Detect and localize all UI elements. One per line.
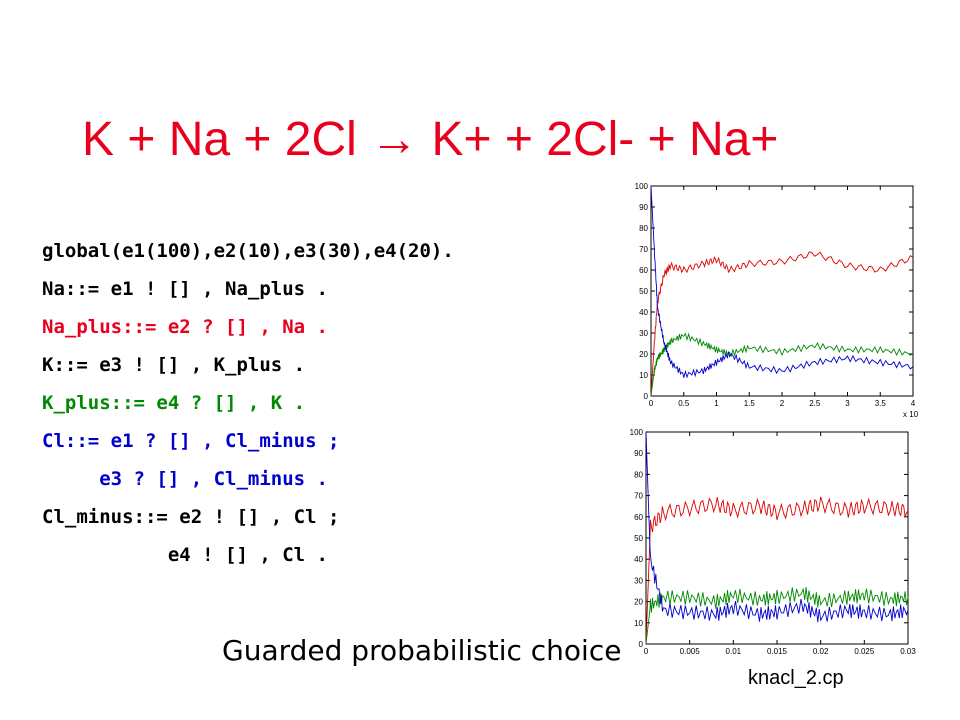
x-tick-label: 2.5: [809, 399, 821, 408]
series-line: [645, 587, 909, 645]
x-tick-label: 0: [649, 399, 654, 408]
series-line: [650, 251, 914, 397]
y-tick-label: 10: [639, 371, 648, 380]
code-line: e3 ? [] , Cl_minus .: [42, 468, 328, 490]
series-line: [645, 496, 909, 645]
code-line: Na_plus::= e2 ? [] , Na .: [42, 316, 328, 338]
code-line: Na::= e1 ! [] , Na_plus .: [42, 278, 328, 300]
x-tick-label: 4: [911, 399, 916, 408]
x-tick-label: 1.5: [744, 399, 756, 408]
code-line: K::= e3 ! [] , K_plus .: [42, 354, 306, 376]
x-exponent-label: x 10: [903, 410, 919, 419]
y-tick-label: 70: [634, 492, 643, 501]
x-tick-label: 0.01: [726, 647, 742, 656]
y-tick-label: 90: [639, 203, 648, 212]
x-tick-label: 0.5: [678, 399, 690, 408]
series-line: [650, 332, 914, 397]
filename-label: knacl_2.cp: [748, 667, 844, 689]
y-tick-label: 40: [639, 308, 648, 317]
caption: Guarded probabilistic choice: [222, 634, 622, 667]
y-tick-label: 60: [639, 266, 648, 275]
y-tick-label: 10: [634, 619, 643, 628]
y-tick-label: 100: [630, 428, 644, 437]
series-line: [650, 185, 914, 379]
y-tick-label: 20: [639, 350, 648, 359]
code-line: Cl_minus::= e2 ! [] , Cl ;: [42, 506, 340, 528]
y-tick-label: 30: [639, 329, 648, 338]
y-tick-label: 90: [634, 449, 643, 458]
code-line: e4 ! [] , Cl .: [42, 544, 328, 566]
y-tick-label: 80: [634, 470, 643, 479]
title-reactants: K + Na + 2Cl: [82, 113, 357, 166]
chart-bottom: 0 10 20 30 40 50 60 70 80 90 100 0 0.005 0.01 0.015 0.0…: [630, 428, 917, 656]
arrow-icon: →: [370, 113, 419, 166]
x-tick-label: 0.02: [813, 647, 829, 656]
series-line: [645, 431, 909, 623]
y-tick-label: 20: [634, 598, 643, 607]
y-tick-label: 40: [634, 555, 643, 564]
title-products: K+ + 2Cl- + Na+: [431, 113, 779, 166]
x-tick-label: 0.015: [767, 647, 788, 656]
x-tick-label: 3.5: [875, 399, 887, 408]
y-tick-label: 100: [635, 182, 649, 191]
y-tick-label: 50: [639, 287, 648, 296]
plot-frame: [650, 185, 914, 397]
slide-title: K + Na + 2Cl → K+ + 2Cl- + Na+: [82, 112, 778, 167]
code-line: global(e1(100),e2(10),e3(30),e4(20).: [42, 240, 454, 262]
x-tick-label: 0.03: [900, 647, 916, 656]
y-tick-label: 70: [639, 245, 648, 254]
chart-top: 0 10 20 30 40 50 60 70 80 90 100 0 0.5 1 1.5 2 2.5 3 3.5 4 x…: [635, 182, 919, 419]
code-line: K_plus::= e4 ? [] , K .: [42, 392, 306, 414]
y-tick-label: 0: [639, 640, 644, 649]
y-tick-label: 50: [634, 534, 643, 543]
y-tick-label: 80: [639, 224, 648, 233]
x-tick-label: 2: [780, 399, 785, 408]
x-tick-label: 1: [714, 399, 719, 408]
x-tick-label: 0.005: [680, 647, 701, 656]
y-tick-label: 0: [644, 392, 649, 401]
x-tick-label: 3: [845, 399, 850, 408]
y-tick-label: 30: [634, 576, 643, 585]
plot-frame: [645, 431, 909, 645]
y-tick-label: 60: [634, 513, 643, 522]
code-line: Cl::= e1 ? [] , Cl_minus ;: [42, 430, 340, 452]
x-tick-label: 0: [644, 647, 649, 656]
x-tick-label: 0.025: [854, 647, 875, 656]
